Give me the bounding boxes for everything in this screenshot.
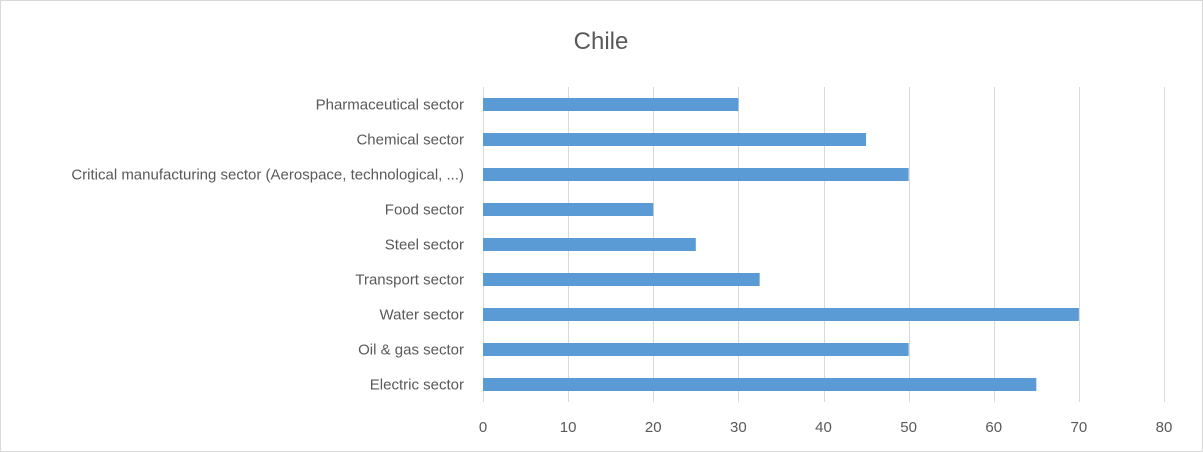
x-tick-label: 0 (479, 419, 487, 436)
bar (483, 343, 909, 356)
bars (483, 98, 1079, 391)
x-tick-label: 20 (645, 419, 662, 436)
bar (483, 98, 739, 111)
category-label: Critical manufacturing sector (Aerospace… (71, 167, 464, 184)
category-label: Oil & gas sector (358, 342, 464, 359)
x-tick-label: 10 (560, 419, 577, 436)
bar (483, 203, 654, 216)
x-tick-label: 30 (730, 419, 747, 436)
bar (483, 168, 909, 181)
bar (483, 133, 867, 146)
category-label: Transport sector (355, 272, 464, 289)
category-label: Water sector (380, 307, 464, 324)
x-tick-label: 40 (815, 419, 832, 436)
x-tick-label: 70 (1071, 419, 1088, 436)
category-label: Pharmaceutical sector (316, 97, 464, 114)
category-label: Chemical sector (356, 132, 464, 149)
category-label: Food sector (385, 202, 464, 219)
x-tick-labels: 0 10 20 30 40 50 60 70 80 (479, 419, 1173, 436)
x-tick-label: 60 (985, 419, 1002, 436)
category-label: Steel sector (385, 237, 464, 254)
category-labels: Electric sector Oil & gas sector Water sec… (71, 97, 464, 394)
bar (483, 308, 1079, 321)
bar (483, 378, 1037, 391)
chart-title: Chile (574, 28, 629, 55)
bar (483, 238, 696, 251)
category-label: Electric sector (370, 377, 464, 394)
x-tick-label: 80 (1156, 419, 1173, 436)
x-tick-label: 50 (900, 419, 917, 436)
bar (483, 273, 760, 286)
